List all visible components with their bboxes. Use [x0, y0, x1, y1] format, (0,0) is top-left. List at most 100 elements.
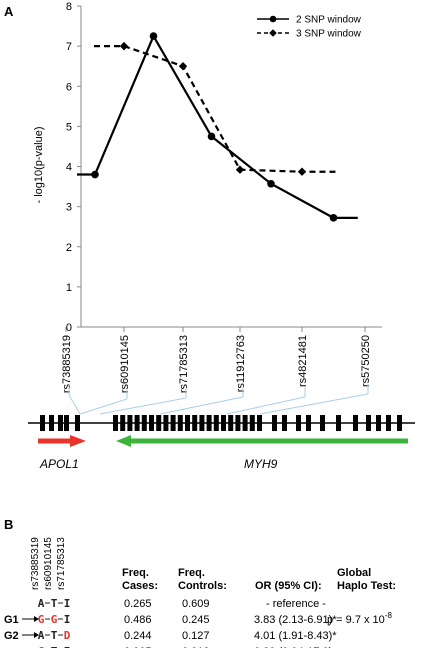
header-freq-cases-1: Freq. — [122, 567, 149, 579]
exon — [272, 415, 277, 431]
haplotype-row: G2 A T D 0.244 0.127 4.01 (1.91-8.43)* — [4, 629, 337, 642]
series-2-point — [119, 41, 129, 51]
y-axis-label: - log10(p-value) — [33, 126, 45, 203]
y-tick-label: 4 — [66, 162, 72, 174]
myh9-arrow-head — [116, 435, 131, 447]
exon — [149, 415, 154, 431]
allele: T — [51, 597, 58, 610]
exon — [242, 415, 248, 431]
exon — [199, 415, 205, 431]
series-2-point — [297, 167, 307, 176]
freq-cases: 0.486 — [124, 614, 152, 626]
arrow-icon-head — [34, 632, 39, 638]
odds-ratio: - reference - — [266, 598, 326, 610]
legend-marker-1 — [269, 15, 277, 23]
series-1-point — [207, 132, 216, 141]
connector — [259, 393, 369, 415]
exon — [156, 415, 162, 431]
series-1-point — [267, 179, 275, 188]
allele: I — [64, 597, 71, 610]
haplotype-row: G1 G G I 0.486 0.245 3.83 (2.13-6.91)* — [4, 613, 337, 626]
connector — [79, 398, 128, 415]
exon — [170, 415, 176, 431]
exon — [113, 415, 118, 431]
series-1-point — [91, 170, 99, 179]
exon — [127, 415, 133, 431]
allele: I — [64, 613, 71, 626]
exon — [185, 415, 190, 431]
header-or: OR (95% CI): — [255, 580, 322, 592]
allele: I — [64, 645, 71, 648]
exon — [221, 415, 226, 431]
exon — [320, 415, 325, 431]
exon — [249, 415, 255, 431]
line-chart: - log10(p-value) 0 1 2 3 4 5 6 7 8 rs73885319 rs6… — [33, 1, 382, 393]
exon — [134, 415, 140, 431]
panel-b-label: B — [4, 517, 13, 532]
y-tick-label: 0 — [66, 322, 72, 334]
haplotype-tag: G2 — [4, 630, 19, 642]
freq-controls: 0.018 — [182, 646, 210, 648]
exon — [141, 415, 147, 431]
y-tick-label: 8 — [66, 1, 72, 13]
exon — [228, 415, 234, 431]
x-tick-label: rs4821481 — [297, 335, 309, 387]
header-freq-cases-2: Cases: — [122, 580, 158, 592]
series-1-point — [329, 214, 338, 222]
exon — [353, 415, 358, 431]
freq-controls: 0.245 — [182, 614, 210, 626]
exon — [235, 415, 241, 431]
exon — [386, 415, 391, 431]
connector — [99, 397, 187, 415]
y-tick-label: 3 — [66, 202, 72, 214]
legend-label-2: 3 SNP window — [296, 29, 362, 40]
exon — [177, 415, 183, 431]
allele: D — [64, 629, 71, 642]
connector — [68, 394, 81, 415]
odds-ratio: 3.83 (2.13-6.91)* — [254, 614, 337, 626]
y-tick-label: 1 — [66, 282, 72, 294]
exon — [213, 415, 219, 431]
gene-label-myh9: MYH9 — [244, 457, 278, 471]
legend: 2 SNP window 3 SNP window — [257, 15, 362, 40]
connector — [159, 396, 244, 415]
exon — [282, 415, 287, 431]
header-freq-controls-2: Controls: — [178, 580, 227, 592]
x-tick-label: rs5750250 — [360, 335, 372, 387]
odds-ratio: 4.01 (1.91-8.43)* — [254, 630, 337, 642]
exon — [40, 415, 45, 431]
snp-connectors — [68, 384, 369, 415]
global-p-value: p = 9.7 x 10-8 — [327, 611, 392, 626]
allele: G — [38, 613, 45, 626]
exon — [257, 415, 262, 431]
allele: A — [38, 597, 45, 610]
exon — [296, 415, 301, 431]
snp-header: rs71785313 — [56, 537, 67, 590]
haplotype-tag: G1 — [4, 614, 19, 626]
odds-ratio: 0.80 (0.04-17.0) — [254, 646, 332, 648]
freq-cases: 0.265 — [124, 598, 152, 610]
freq-cases: 0.244 — [124, 630, 152, 642]
header-global-1: Global — [337, 567, 371, 579]
y-tick-label: 7 — [66, 41, 72, 53]
exon — [64, 415, 69, 431]
exon — [366, 415, 371, 431]
legend-label-1: 2 SNP window — [296, 15, 362, 26]
series-2-point — [178, 61, 188, 71]
arrow-icon-head — [34, 616, 39, 622]
series-line-2 — [94, 45, 338, 173]
connector — [226, 396, 306, 415]
haplotype-row: G T I 0.005 0.018 0.80 (0.04-17.0) — [38, 645, 333, 648]
allele: A — [38, 629, 45, 642]
series-2-point — [235, 165, 245, 174]
x-tick-label: rs71785313 — [178, 335, 190, 393]
allele: G — [38, 645, 45, 648]
snp-header: rs60910145 — [43, 537, 54, 590]
exon — [120, 415, 126, 431]
allele: T — [51, 645, 58, 648]
freq-cases: 0.005 — [124, 646, 152, 648]
allele: T — [51, 629, 58, 642]
x-tick-label: rs73885319 — [61, 335, 73, 393]
apol1-arrow-head — [70, 435, 86, 447]
